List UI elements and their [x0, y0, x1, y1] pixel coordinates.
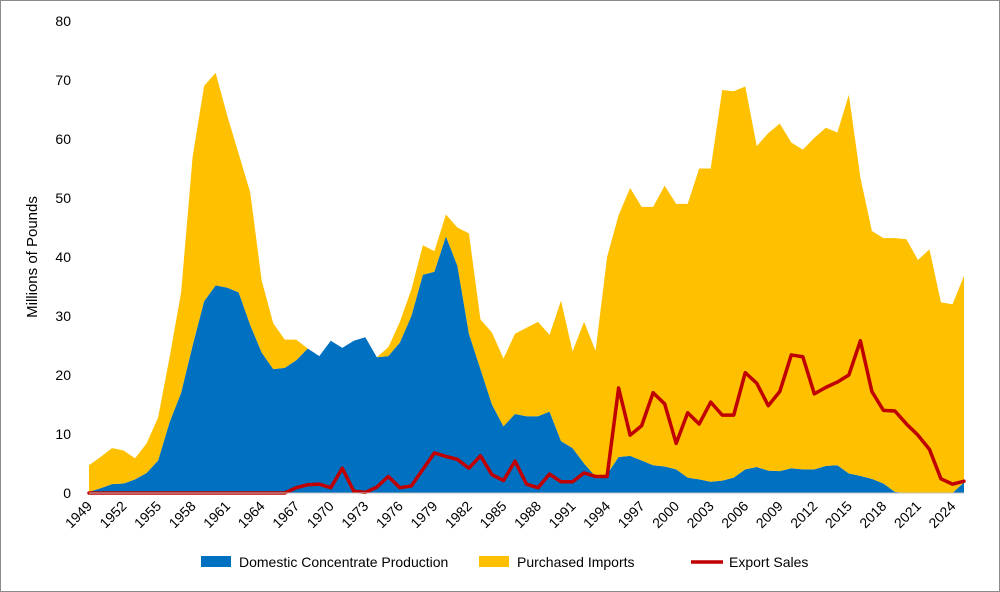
- y-tick-label: 20: [55, 367, 71, 383]
- x-tick-label: 1997: [614, 498, 647, 531]
- legend-item-purchased-imports: Purchased Imports: [479, 554, 635, 570]
- x-tick-label: 1991: [545, 498, 578, 531]
- legend: Domestic Concentrate Production Purchased…: [201, 554, 808, 570]
- y-tick-label: 50: [55, 190, 71, 206]
- y-tick-label: 40: [55, 249, 71, 265]
- legend-label: Purchased Imports: [517, 554, 635, 570]
- x-tick-label: 1952: [96, 498, 129, 531]
- x-tick-label: 2012: [787, 498, 820, 531]
- legend-swatch: [201, 556, 231, 567]
- x-tick-label: 2021: [891, 498, 924, 531]
- y-tick-label: 10: [55, 426, 71, 442]
- x-tick-label: 1970: [304, 498, 337, 531]
- x-tick-label: 1961: [200, 498, 233, 531]
- x-tick-label: 1949: [62, 498, 95, 531]
- legend-item-domestic-concentrate-production: Domestic Concentrate Production: [201, 554, 448, 570]
- x-tick-label: 1994: [580, 498, 613, 531]
- y-axis-ticks: 0 10 20 30 40 50 60 70 80: [55, 13, 71, 501]
- x-tick-label: 1985: [476, 498, 509, 531]
- x-axis-ticks: 1949 1952 1955 1958 1961 1964 1967 1970 1973 1976…: [62, 498, 959, 531]
- legend-swatch: [479, 556, 509, 567]
- x-tick-label: 1976: [373, 498, 406, 531]
- y-tick-label: 80: [55, 13, 71, 29]
- x-tick-label: 1973: [338, 498, 371, 531]
- y-tick-label: 70: [55, 72, 71, 88]
- legend-label: Export Sales: [729, 554, 808, 570]
- x-tick-label: 2015: [822, 498, 855, 531]
- y-axis-label: Millions of Pounds: [24, 196, 41, 318]
- x-tick-label: 1982: [442, 498, 475, 531]
- x-tick-label: 1958: [165, 498, 198, 531]
- x-tick-label: 2024: [925, 498, 958, 531]
- legend-label: Domestic Concentrate Production: [239, 554, 448, 570]
- x-tick-label: 2006: [718, 498, 751, 531]
- area-domestic-concentrate-production: [89, 236, 964, 493]
- legend-item-export-sales: Export Sales: [691, 554, 808, 570]
- x-tick-label: 2009: [753, 498, 786, 531]
- y-tick-label: 30: [55, 308, 71, 324]
- area-purchased-imports: [89, 72, 964, 494]
- stacked-areas: [89, 72, 964, 494]
- y-tick-label: 60: [55, 131, 71, 147]
- x-tick-label: 1988: [511, 498, 544, 531]
- y-tick-label: 0: [63, 485, 71, 501]
- x-tick-label: 1967: [269, 498, 302, 531]
- x-tick-label: 1955: [131, 498, 164, 531]
- x-tick-label: 2003: [683, 498, 716, 531]
- x-tick-label: 1964: [234, 498, 267, 531]
- x-tick-label: 2000: [649, 498, 682, 531]
- x-tick-label: 1979: [407, 498, 440, 531]
- x-tick-label: 2018: [856, 498, 889, 531]
